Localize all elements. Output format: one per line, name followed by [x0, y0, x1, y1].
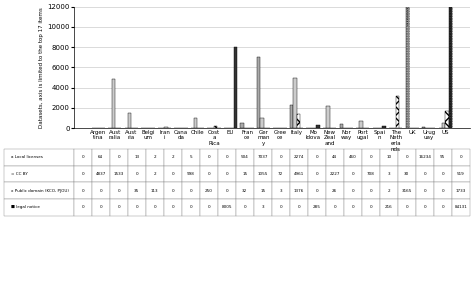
- Bar: [442, 123, 445, 128]
- Bar: [326, 106, 329, 128]
- Bar: [290, 105, 293, 128]
- Bar: [396, 96, 399, 128]
- Bar: [422, 127, 425, 128]
- Bar: [128, 113, 131, 128]
- Bar: [240, 123, 244, 128]
- Bar: [316, 125, 319, 128]
- Bar: [257, 57, 260, 128]
- Bar: [214, 126, 217, 128]
- Bar: [359, 121, 363, 128]
- Bar: [277, 127, 280, 128]
- Y-axis label: Datasets, axis is limited to the top 17 items: Datasets, axis is limited to the top 17 …: [39, 7, 45, 128]
- Bar: [164, 127, 168, 128]
- Bar: [234, 47, 237, 128]
- Bar: [260, 117, 264, 128]
- Bar: [406, 7, 409, 128]
- Bar: [383, 126, 386, 128]
- Bar: [111, 79, 115, 128]
- Bar: [448, 7, 452, 128]
- Bar: [194, 118, 198, 128]
- Bar: [339, 124, 343, 128]
- Bar: [445, 111, 448, 128]
- Bar: [297, 114, 300, 128]
- Bar: [293, 78, 297, 128]
